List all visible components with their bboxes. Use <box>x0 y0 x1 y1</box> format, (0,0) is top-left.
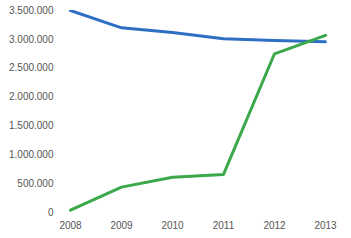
svg-text:1.000.000: 1.000.000 <box>9 149 54 160</box>
svg-text:2010: 2010 <box>161 220 184 231</box>
svg-text:2012: 2012 <box>263 220 286 231</box>
svg-text:2013: 2013 <box>314 220 337 231</box>
svg-text:2.000.000: 2.000.000 <box>9 91 54 102</box>
svg-text:2009: 2009 <box>110 220 133 231</box>
svg-text:3.500.000: 3.500.000 <box>9 5 54 16</box>
svg-text:2011: 2011 <box>213 220 235 231</box>
svg-text:3.000.000: 3.000.000 <box>9 34 54 45</box>
svg-text:2.500.000: 2.500.000 <box>9 62 54 73</box>
svg-text:0: 0 <box>48 207 54 218</box>
svg-text:2008: 2008 <box>59 220 82 231</box>
svg-text:1.500.000: 1.500.000 <box>9 120 54 131</box>
svg-text:500.000: 500.000 <box>17 178 54 189</box>
